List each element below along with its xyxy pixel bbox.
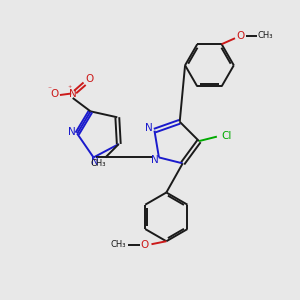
Text: O: O <box>237 31 245 41</box>
Text: CH₃: CH₃ <box>110 240 126 249</box>
Text: O: O <box>85 74 93 84</box>
Text: CH₃: CH₃ <box>258 32 273 40</box>
Text: N: N <box>91 157 99 167</box>
Text: O: O <box>141 240 149 250</box>
Text: ⁻: ⁻ <box>47 85 51 94</box>
Text: ⁺: ⁺ <box>68 84 72 93</box>
Text: N: N <box>151 155 158 165</box>
Text: O: O <box>51 89 59 99</box>
Text: N: N <box>145 123 152 133</box>
Text: Cl: Cl <box>221 131 232 141</box>
Text: N: N <box>69 88 77 98</box>
Text: CH₃: CH₃ <box>90 159 106 168</box>
Text: N: N <box>68 127 76 137</box>
